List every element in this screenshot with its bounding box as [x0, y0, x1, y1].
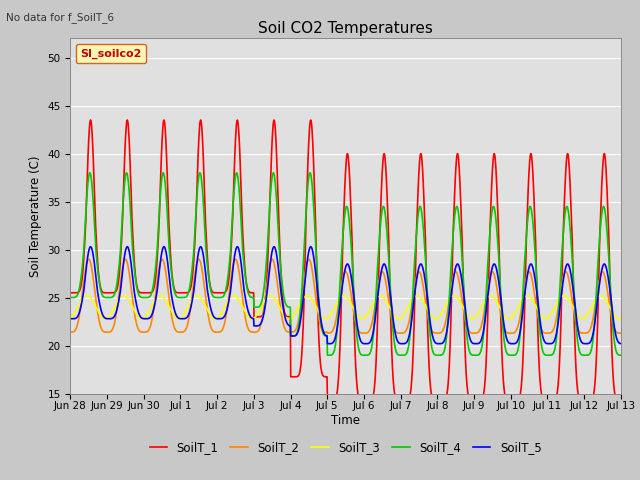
SoilT_5: [87, 244, 95, 250]
SoilT_3: [67, 315, 74, 321]
SoilT_4: [581, 352, 589, 358]
SoilT_2: [109, 324, 117, 330]
SoilT_1: [109, 290, 117, 296]
SoilT_3: [380, 295, 388, 300]
SoilT_3: [132, 310, 140, 316]
SoilT_4: [109, 293, 117, 299]
Line: SoilT_5: SoilT_5: [70, 247, 621, 344]
Title: Soil CO2 Temperatures: Soil CO2 Temperatures: [258, 21, 433, 36]
SoilT_4: [132, 278, 140, 284]
SoilT_5: [322, 333, 330, 338]
SoilT_1: [87, 117, 95, 123]
SoilT_1: [322, 374, 330, 380]
SoilT_1: [300, 288, 308, 294]
SoilT_2: [312, 293, 319, 299]
Line: SoilT_3: SoilT_3: [70, 296, 621, 319]
SoilT_3: [300, 294, 308, 300]
SoilT_3: [83, 293, 91, 299]
SoilT_5: [582, 341, 589, 347]
Line: SoilT_4: SoilT_4: [70, 173, 621, 355]
SoilT_5: [380, 261, 388, 267]
SoilT_3: [322, 316, 330, 322]
SoilT_4: [86, 170, 93, 176]
SoilT_1: [617, 398, 625, 404]
X-axis label: Time: Time: [331, 414, 360, 427]
SoilT_5: [67, 316, 74, 322]
SoilT_5: [300, 285, 308, 290]
SoilT_5: [617, 341, 625, 347]
SoilT_2: [132, 317, 140, 323]
SoilT_2: [617, 330, 625, 336]
SoilT_1: [312, 225, 319, 230]
SoilT_2: [300, 276, 308, 282]
SoilT_5: [132, 298, 140, 304]
SoilT_3: [109, 306, 117, 312]
SoilT_5: [109, 315, 117, 321]
Line: SoilT_1: SoilT_1: [70, 120, 621, 401]
SoilT_2: [85, 256, 93, 262]
SoilT_1: [67, 290, 74, 296]
SoilT_1: [132, 276, 140, 282]
Y-axis label: Soil Temperature (C): Soil Temperature (C): [29, 155, 42, 277]
SoilT_3: [312, 303, 319, 309]
SoilT_3: [615, 316, 623, 322]
SoilT_1: [380, 151, 388, 156]
SoilT_2: [380, 271, 388, 277]
SoilT_5: [312, 270, 319, 276]
SoilT_4: [67, 295, 74, 300]
Text: No data for f_SoilT_6: No data for f_SoilT_6: [6, 12, 115, 23]
SoilT_4: [300, 241, 308, 247]
SoilT_2: [322, 329, 330, 335]
Line: SoilT_2: SoilT_2: [70, 259, 621, 333]
Legend: SoilT_1, SoilT_2, SoilT_3, SoilT_4, SoilT_5: SoilT_1, SoilT_2, SoilT_3, SoilT_4, Soil…: [145, 436, 547, 459]
SoilT_2: [67, 329, 74, 335]
SoilT_3: [617, 315, 625, 321]
SoilT_4: [617, 352, 625, 358]
SoilT_4: [312, 240, 319, 246]
SoilT_4: [380, 204, 388, 210]
SoilT_4: [322, 333, 330, 339]
SoilT_1: [472, 398, 479, 404]
